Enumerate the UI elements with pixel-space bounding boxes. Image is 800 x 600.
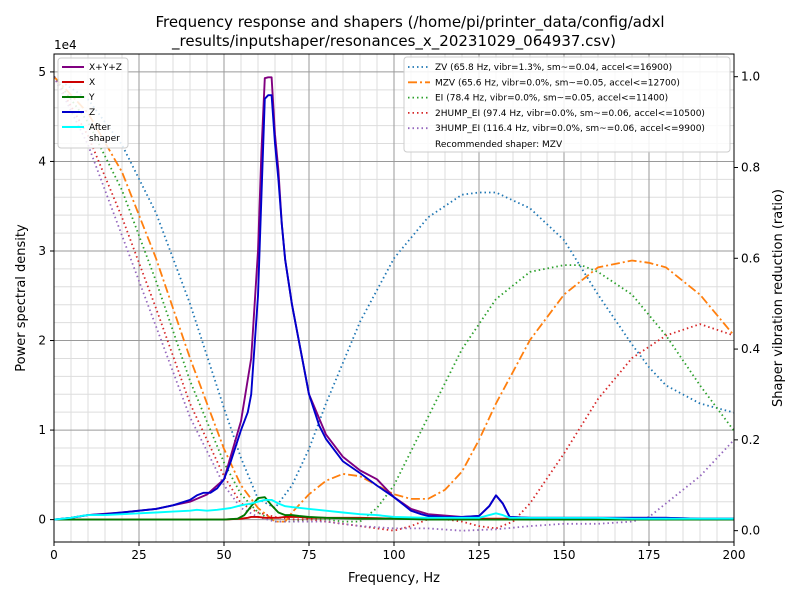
x-tick-label: 0 <box>50 548 58 562</box>
x-tick-label: 50 <box>216 548 231 562</box>
shaper-legend-box <box>403 56 731 153</box>
y2-axis-ticks: 0.0 0.2 0.4 0.6 0.8 1.0 <box>734 70 760 538</box>
y2-tick-label: 0.0 <box>741 524 760 538</box>
shaper-series-line <box>54 76 734 523</box>
x-tick-label: 100 <box>383 548 406 562</box>
psd-series-line <box>54 496 734 521</box>
y-axis-multiplier: 1e4 <box>54 38 77 52</box>
psd-lines <box>54 76 734 521</box>
psd-legend-box <box>57 57 129 149</box>
y2-tick-label: 0.8 <box>741 160 760 174</box>
y-tick-label: 5 <box>38 65 46 79</box>
x-tick-label: 150 <box>553 548 576 562</box>
shaper-series-line <box>54 76 734 523</box>
y-tick-label: 2 <box>38 334 46 348</box>
x-axis-ticks: 0 25 50 75 100 125 150 175 200 <box>50 542 745 562</box>
psd-legend-label: X <box>89 78 95 88</box>
y-axis-label: Power spectral density <box>14 224 29 372</box>
y2-tick-label: 0.2 <box>741 433 760 447</box>
y-tick-label: 0 <box>38 513 46 527</box>
shaper-series-line <box>54 75 734 510</box>
y2-axis-label: Shaper vibration reduction (ratio) <box>771 189 786 407</box>
y-tick-label: 1 <box>38 423 46 437</box>
y-tick-label: 3 <box>38 244 46 258</box>
psd-legend: X+Y+Z XYZ After shaper <box>57 57 129 149</box>
psd-series-line <box>54 94 734 521</box>
shaper-legend-label: ZV (65.8 Hz, vibr=1.3%, sm~=0.04, accel<… <box>435 63 672 73</box>
shaper-legend: ZV (65.8 Hz, vibr=1.3%, sm~=0.04, accel<… <box>403 56 731 153</box>
psd-legend-label: Z <box>89 108 95 118</box>
x-tick-label: 75 <box>301 548 316 562</box>
x-tick-label: 175 <box>638 548 661 562</box>
y-axis-ticks: 0 1 2 3 4 5 <box>38 65 54 527</box>
shaper-legend-label: 3HUMP_EI (116.4 Hz, vibr=0.0%, sm~=0.06,… <box>435 124 705 134</box>
psd-legend-label: After shaper <box>89 123 120 144</box>
x-tick-label: 25 <box>131 548 146 562</box>
shaper-lines <box>54 75 734 532</box>
recommended-shaper-text: Recommended shaper: MZV <box>435 140 563 150</box>
x-axis-label: Frequency, Hz <box>348 571 440 586</box>
shaper-series-line <box>54 76 734 532</box>
psd-legend-label: Y <box>88 93 95 103</box>
x-tick-label: 200 <box>723 548 746 562</box>
y2-tick-label: 0.6 <box>741 251 760 265</box>
y2-tick-label: 0.4 <box>741 342 760 356</box>
psd-series-line <box>54 498 734 521</box>
y-tick-label: 4 <box>38 154 46 168</box>
psd-legend-label: X+Y+Z <box>89 63 122 73</box>
shaper-legend-label: MZV (65.6 Hz, vibr=0.0%, sm~=0.05, accel… <box>435 78 680 88</box>
chart-title-line-1: Frequency response and shapers (/home/pi… <box>155 13 664 32</box>
shaper-legend-label: 2HUMP_EI (97.4 Hz, vibr=0.0%, sm~=0.06, … <box>435 109 705 119</box>
shaper-legend-label: EI (78.4 Hz, vibr=0.0%, sm~=0.05, accel<… <box>435 94 668 104</box>
x-tick-label: 125 <box>468 548 491 562</box>
y2-tick-label: 1.0 <box>741 70 760 84</box>
chart-title-line-2: _results/inputshaper/resonances_x_202310… <box>171 32 616 51</box>
